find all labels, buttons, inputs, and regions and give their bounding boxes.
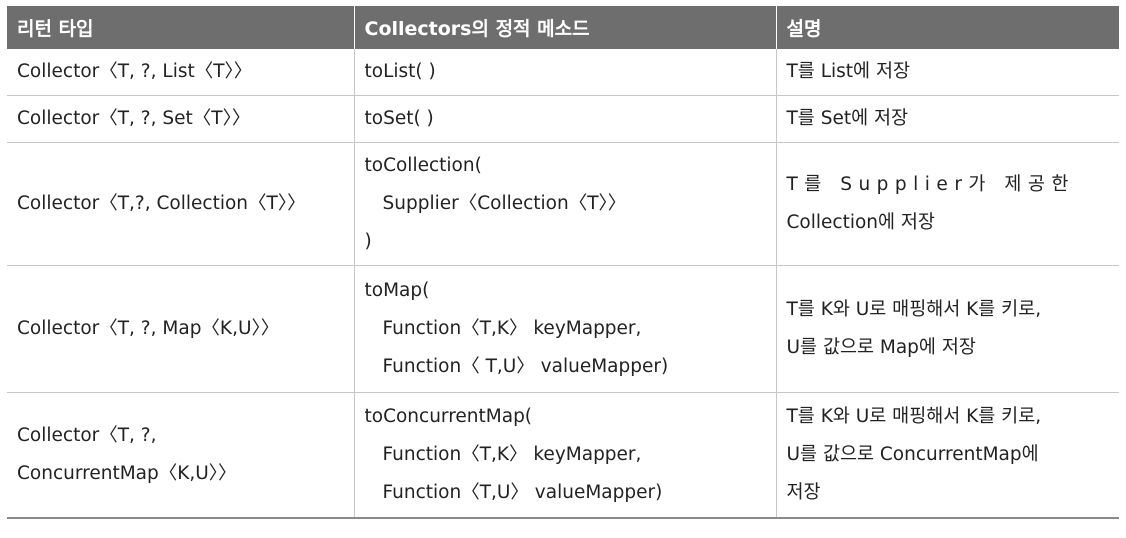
cell-method: toMap( Function〈T,K〉 keyMapper, Function… xyxy=(354,265,777,393)
description-text: T를 Set에 저장 xyxy=(786,107,909,129)
description-text: T를 K와 U로 매핑해서 K를 키로, xyxy=(786,298,1042,320)
description-text: T를 List에 저장 xyxy=(786,60,910,82)
method-text: toMap( xyxy=(364,279,430,301)
cell-return-type: Collector〈T, ?, Set〈T〉〉 xyxy=(7,95,355,143)
cell-method: toList( ) xyxy=(354,49,777,96)
return-type-text: Collector〈T, ?, xyxy=(17,424,157,446)
cell-description: T를 List에 저장 xyxy=(776,49,1119,96)
return-type-text: Collector〈T, ?, Map〈K,U〉〉 xyxy=(17,317,280,339)
description-text: 저장 xyxy=(786,481,821,503)
table-header: 리턴 타입 Collectors의 정적 메소드 설명 xyxy=(7,6,1119,49)
cell-method: toSet( ) xyxy=(354,95,777,143)
table-row: Collector〈T, ?, List〈T〉〉 toList( ) T를 Li… xyxy=(7,49,1119,96)
header-static-method: Collectors의 정적 메소드 xyxy=(354,6,777,49)
return-type-text: ConcurrentMap〈K,U〉〉 xyxy=(17,462,237,484)
table-row: Collector〈T,?, Collection〈T〉〉 toCollecti… xyxy=(7,142,1119,266)
description-text: T를 Supplier가 제공한 xyxy=(786,173,1075,195)
method-text: Function〈T,K〉 keyMapper, xyxy=(382,443,642,465)
description-text: Collection에 저장 xyxy=(786,211,935,233)
cell-description: T를 K와 U로 매핑해서 K를 키로, U를 값으로 Map에 저장 xyxy=(776,265,1119,393)
method-text: Function〈T,K〉 keyMapper, xyxy=(382,317,642,339)
return-type-text: Collector〈T,?, Collection〈T〉〉 xyxy=(17,192,306,214)
cell-return-type: Collector〈T, ?, Map〈K,U〉〉 xyxy=(7,265,355,393)
return-type-text: Collector〈T, ?, Set〈T〉〉 xyxy=(17,107,251,129)
table-row: Collector〈T, ?, ConcurrentMap〈K,U〉〉 toCo… xyxy=(7,392,1119,519)
method-text: Supplier〈Collection〈T〉〉 xyxy=(382,192,627,214)
cell-return-type: Collector〈T, ?, ConcurrentMap〈K,U〉〉 xyxy=(7,392,355,519)
cell-description: T를 Supplier가 제공한 Collection에 저장 xyxy=(776,142,1119,266)
header-return-type: 리턴 타입 xyxy=(7,6,355,49)
cell-description: T를 K와 U로 매핑해서 K를 키로, U를 값으로 ConcurrentMa… xyxy=(776,392,1119,519)
description-text: U를 값으로 ConcurrentMap에 xyxy=(786,443,1039,465)
header-row: 리턴 타입 Collectors의 정적 메소드 설명 xyxy=(7,6,1119,49)
collectors-table: 리턴 타입 Collectors의 정적 메소드 설명 Collector〈T,… xyxy=(7,6,1119,519)
method-text: toList( ) xyxy=(364,60,436,82)
method-text: Function〈T,U〉 valueMapper) xyxy=(382,481,663,503)
description-text: U를 값으로 Map에 저장 xyxy=(786,336,976,358)
method-text: ) xyxy=(364,230,372,252)
method-text: Function〈 T,U〉 valueMapper) xyxy=(382,355,669,377)
cell-return-type: Collector〈T, ?, List〈T〉〉 xyxy=(7,49,355,96)
cell-return-type: Collector〈T,?, Collection〈T〉〉 xyxy=(7,142,355,266)
method-text: toConcurrentMap( xyxy=(364,405,533,427)
table-row: Collector〈T, ?, Map〈K,U〉〉 toMap( Functio… xyxy=(7,265,1119,393)
cell-method: toConcurrentMap( Function〈T,K〉 keyMapper… xyxy=(354,392,777,519)
method-text: toSet( ) xyxy=(364,107,434,129)
table-body: Collector〈T, ?, List〈T〉〉 toList( ) T를 Li… xyxy=(7,49,1119,519)
return-type-text: Collector〈T, ?, List〈T〉〉 xyxy=(17,60,253,82)
cell-method: toCollection( Supplier〈Collection〈T〉〉 ) xyxy=(354,142,777,266)
method-text: toCollection( xyxy=(364,154,482,176)
description-text: T를 K와 U로 매핑해서 K를 키로, xyxy=(786,405,1042,427)
table-row: Collector〈T, ?, Set〈T〉〉 toSet( ) T를 Set에… xyxy=(7,95,1119,143)
header-description: 설명 xyxy=(776,6,1119,49)
cell-description: T를 Set에 저장 xyxy=(776,95,1119,143)
